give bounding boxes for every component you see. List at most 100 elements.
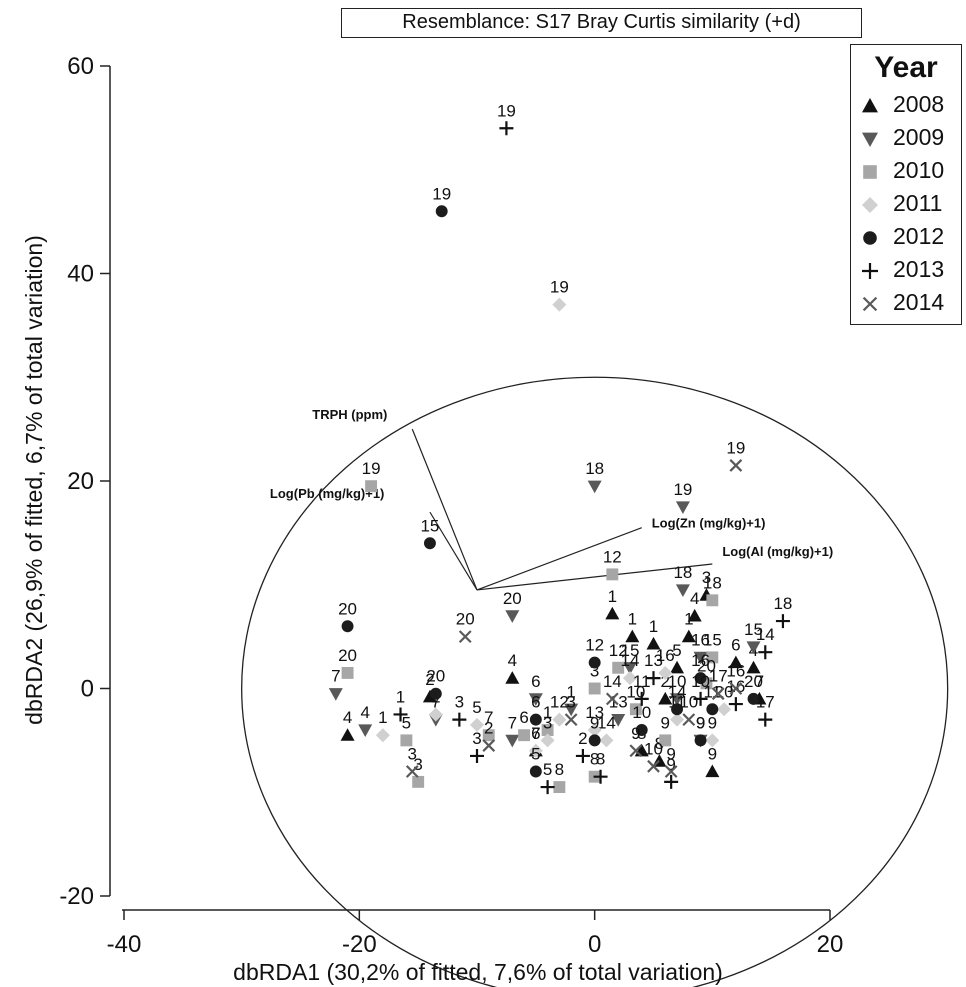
- data-point: [528, 693, 543, 706]
- data-point-label: 10: [632, 703, 651, 722]
- data-point: [717, 702, 732, 717]
- data-point: [622, 671, 637, 686]
- y-tick-label: 60: [67, 53, 94, 80]
- x-axis-label: dbRDA1 (30,2% of fitted, 7,6% of total v…: [233, 959, 723, 985]
- data-point-label: 3: [408, 745, 417, 764]
- data-point: [711, 687, 725, 701]
- data-point-label: 6: [531, 672, 540, 691]
- data-point: [540, 733, 555, 748]
- data-point-label: 13: [609, 693, 628, 712]
- data-point-label: 3: [413, 755, 422, 774]
- data-point: [553, 781, 566, 794]
- data-point: [694, 734, 707, 747]
- data-point-label: 2: [578, 729, 587, 748]
- y-tick-label: 20: [67, 468, 94, 495]
- correlation-circle-layer: [241, 376, 949, 987]
- data-point: [505, 734, 520, 748]
- data-point: [664, 774, 679, 789]
- data-point: [606, 568, 619, 581]
- data-point: [629, 703, 642, 716]
- data-point: [706, 651, 719, 664]
- data-point: [412, 775, 425, 788]
- data-point-label: 8: [555, 760, 564, 779]
- data-point-label: 7: [484, 708, 493, 727]
- data-point-label: 1: [378, 708, 387, 727]
- data-point: [540, 780, 555, 795]
- data-point-label: 1: [566, 682, 575, 701]
- data-point-label: 7: [431, 693, 440, 712]
- data-point: [647, 759, 660, 773]
- data-point-label: 9: [661, 713, 670, 732]
- data-point-label: 11: [633, 672, 651, 691]
- data-point: [658, 691, 673, 705]
- data-point: [599, 733, 614, 748]
- x-tick-label: 20: [817, 931, 844, 958]
- data-point: [635, 724, 648, 736]
- data-point: [328, 688, 343, 701]
- data-point: [435, 205, 448, 218]
- data-point: [588, 682, 601, 695]
- data-point-label: 14: [621, 651, 640, 670]
- y-tick-label: -20: [59, 883, 94, 910]
- x-tick-label: 0: [588, 931, 601, 958]
- data-point-label: 20: [503, 589, 522, 608]
- data-point: [705, 764, 720, 778]
- data-point-label: 6: [531, 724, 540, 743]
- data-point-label: 18: [673, 563, 692, 582]
- data-point-label: 15: [703, 630, 722, 649]
- legend-marker: [863, 231, 877, 245]
- data-point-label: 18: [773, 594, 792, 613]
- data-point-label: 9: [696, 713, 705, 732]
- data-point-label: 20: [338, 646, 357, 665]
- data-point-label: 19: [497, 101, 516, 120]
- axes-layer: -40 -20 0 20 -20 0 20 40 60: [59, 53, 843, 958]
- data-point-label: 14: [756, 625, 775, 644]
- data-point: [375, 728, 390, 743]
- data-point: [687, 608, 702, 622]
- data-point: [705, 733, 720, 748]
- legend-marker-icon: [862, 197, 878, 213]
- data-point-label: 9: [631, 724, 640, 743]
- data-point: [341, 620, 354, 633]
- data-point: [746, 660, 761, 674]
- data-point: [529, 713, 542, 726]
- data-point-label: 19: [362, 459, 381, 478]
- data-point-label: 9: [696, 713, 705, 732]
- data-point: [625, 629, 640, 643]
- data-point-label: 9: [708, 745, 717, 764]
- data-point-label: 10: [691, 672, 710, 691]
- legend-title: Year: [874, 51, 938, 84]
- data-point: [729, 682, 743, 695]
- legend-marker: [862, 197, 878, 213]
- data-point: [611, 714, 626, 727]
- data-point: [729, 459, 743, 472]
- data-point: [575, 748, 590, 763]
- data-point-label: 12: [609, 641, 628, 660]
- data-point: [746, 641, 761, 654]
- data-point: [694, 672, 707, 685]
- data-point-label: 18: [585, 459, 604, 478]
- data-point: [693, 691, 708, 706]
- data-point: [470, 717, 484, 732]
- data-point-label: 1: [628, 610, 637, 629]
- data-point: [482, 729, 495, 742]
- y-axis-label: dbRDA2 (26,9% of fitted, 6,7% of total v…: [21, 235, 47, 725]
- data-point: [693, 651, 708, 665]
- data-point-label: 4: [508, 651, 517, 670]
- legend-marker-icon: [863, 231, 877, 245]
- data-point-label: 20: [697, 656, 716, 675]
- data-point: [706, 703, 719, 716]
- data-point: [518, 729, 531, 742]
- legend-marker: [862, 98, 878, 113]
- data-point-label: 9: [666, 745, 675, 764]
- data-point-label: 17: [756, 693, 775, 712]
- data-point: [552, 712, 567, 727]
- data-point: [422, 689, 437, 703]
- vector-label: Log(Pb (mg/kg)+1): [270, 486, 384, 501]
- data-point: [341, 666, 354, 679]
- data-point-label: 20: [456, 610, 475, 629]
- data-point-label: 20: [744, 672, 763, 691]
- legend-item-2011: 2011: [851, 188, 961, 221]
